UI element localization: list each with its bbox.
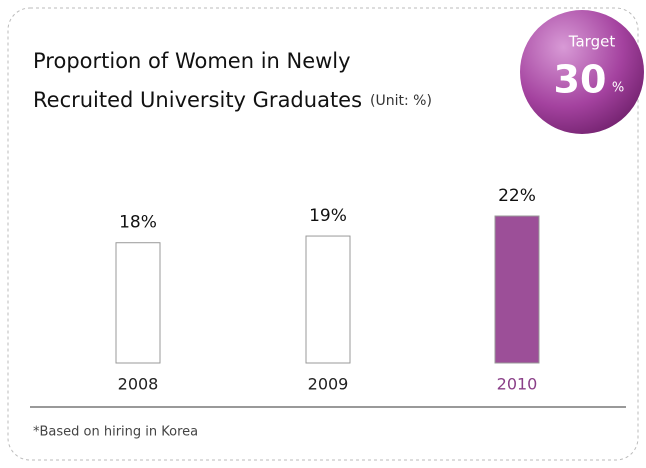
bar xyxy=(494,215,540,364)
chart-title: Proportion of Women in Newly xyxy=(33,49,351,73)
x-tick-label: 2008 xyxy=(118,375,159,394)
value-label: 18% xyxy=(119,213,157,233)
chart-title: Recruited University Graduates xyxy=(33,88,362,112)
value-label: 19% xyxy=(309,206,347,226)
target-value: 30 xyxy=(554,58,607,102)
frame xyxy=(7,7,639,461)
bar xyxy=(115,242,161,364)
footnote: *Based on hiring in Korea xyxy=(33,425,198,440)
unit-note: (Unit: %) xyxy=(370,93,432,109)
x-tick-label: 2009 xyxy=(308,375,349,394)
target-unit: % xyxy=(612,81,624,96)
x-tick-label: 2010 xyxy=(497,375,538,394)
bar xyxy=(305,235,351,364)
chart-title: Recruited University Graduates (Unit: %) xyxy=(33,88,432,112)
target-label: Target xyxy=(568,33,616,51)
target-badge xyxy=(520,10,644,134)
value-label: 22% xyxy=(498,186,536,206)
